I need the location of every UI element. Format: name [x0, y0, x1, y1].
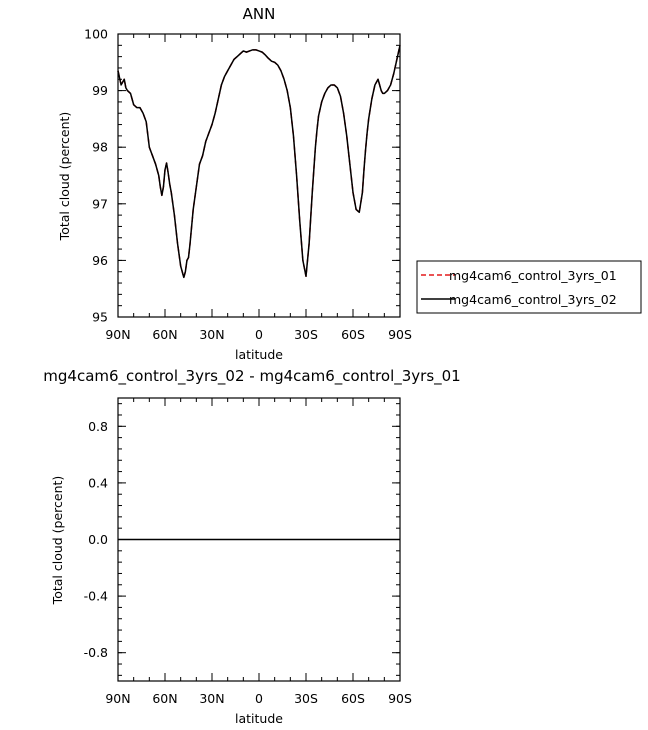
bottom-y-tick-label: 0.0	[88, 532, 108, 547]
bottom-x-tick-label: 30S	[294, 691, 318, 706]
bottom-x-tick-label: 60S	[341, 691, 365, 706]
bottom-y-tick-label: -0.8	[84, 645, 108, 660]
top-x-tick-label: 60N	[152, 327, 177, 342]
top-x-tick-label: 90S	[388, 327, 412, 342]
top-x-tick-label: 30S	[294, 327, 318, 342]
top-x-axis-label: latitude	[235, 347, 283, 362]
legend-box	[416, 260, 642, 314]
bottom-x-tick-label: 90S	[388, 691, 412, 706]
top-y-tick-label: 97	[92, 196, 108, 211]
top-axis-ticks: 90N 60N 30N 0 30S 60S 90S 95 96 97 98 99 100	[84, 27, 412, 343]
top-plot-frame	[117, 33, 401, 318]
top-x-tick-label: 0	[255, 327, 263, 342]
top-y-tick-label: 96	[92, 253, 108, 268]
bottom-chart-title: mg4cam6_control_3yrs_02 - mg4cam6_contro…	[43, 367, 460, 386]
top-y-tick-label: 100	[84, 27, 108, 42]
top-x-tick-label: 30N	[199, 327, 224, 342]
bottom-x-axis-label: latitude	[235, 711, 283, 726]
bottom-y-tick-label: 0.4	[88, 475, 108, 490]
top-series-1-line	[117, 45, 401, 279]
bottom-x-tick-label: 90N	[105, 691, 130, 706]
panel-top-chart: ANN 90N 60N 30N 0 30S 60S 90S 95 96 97 98 99 100 lat…	[57, 5, 412, 362]
top-x-tick-label: 90N	[105, 327, 130, 342]
bottom-x-tick-label: 60N	[152, 691, 177, 706]
top-x-tick-label: 60S	[341, 327, 365, 342]
bottom-y-tick-label: -0.4	[84, 589, 108, 604]
bottom-x-tick-label: 30N	[199, 691, 224, 706]
top-data-layer	[117, 45, 401, 279]
bottom-x-tick-label: 0	[255, 691, 263, 706]
bottom-y-tick-label: 0.8	[88, 419, 108, 434]
top-series-2-line	[117, 45, 401, 279]
bottom-axis-ticks: 90N 60N 30N 0 30S 60S 90S -0.8 -0.4 0.0 0.4 0.8	[84, 398, 412, 706]
top-y-tick-label: 95	[92, 310, 108, 325]
legend-label-series-2: mg4cam6_control_3yrs_02	[449, 292, 617, 307]
bottom-y-axis-label: Total cloud (percent)	[50, 476, 65, 606]
top-chart-title: ANN	[243, 5, 276, 23]
legend: mg4cam6_control_3yrs_01 mg4cam6_control_…	[416, 260, 642, 314]
legend-label-series-1: mg4cam6_control_3yrs_01	[449, 268, 617, 283]
panel-bottom-chart: mg4cam6_control_3yrs_02 - mg4cam6_contro…	[43, 367, 460, 726]
top-y-tick-label: 98	[92, 140, 108, 155]
top-y-tick-label: 99	[92, 83, 108, 98]
top-y-axis-label: Total cloud (percent)	[57, 112, 72, 242]
